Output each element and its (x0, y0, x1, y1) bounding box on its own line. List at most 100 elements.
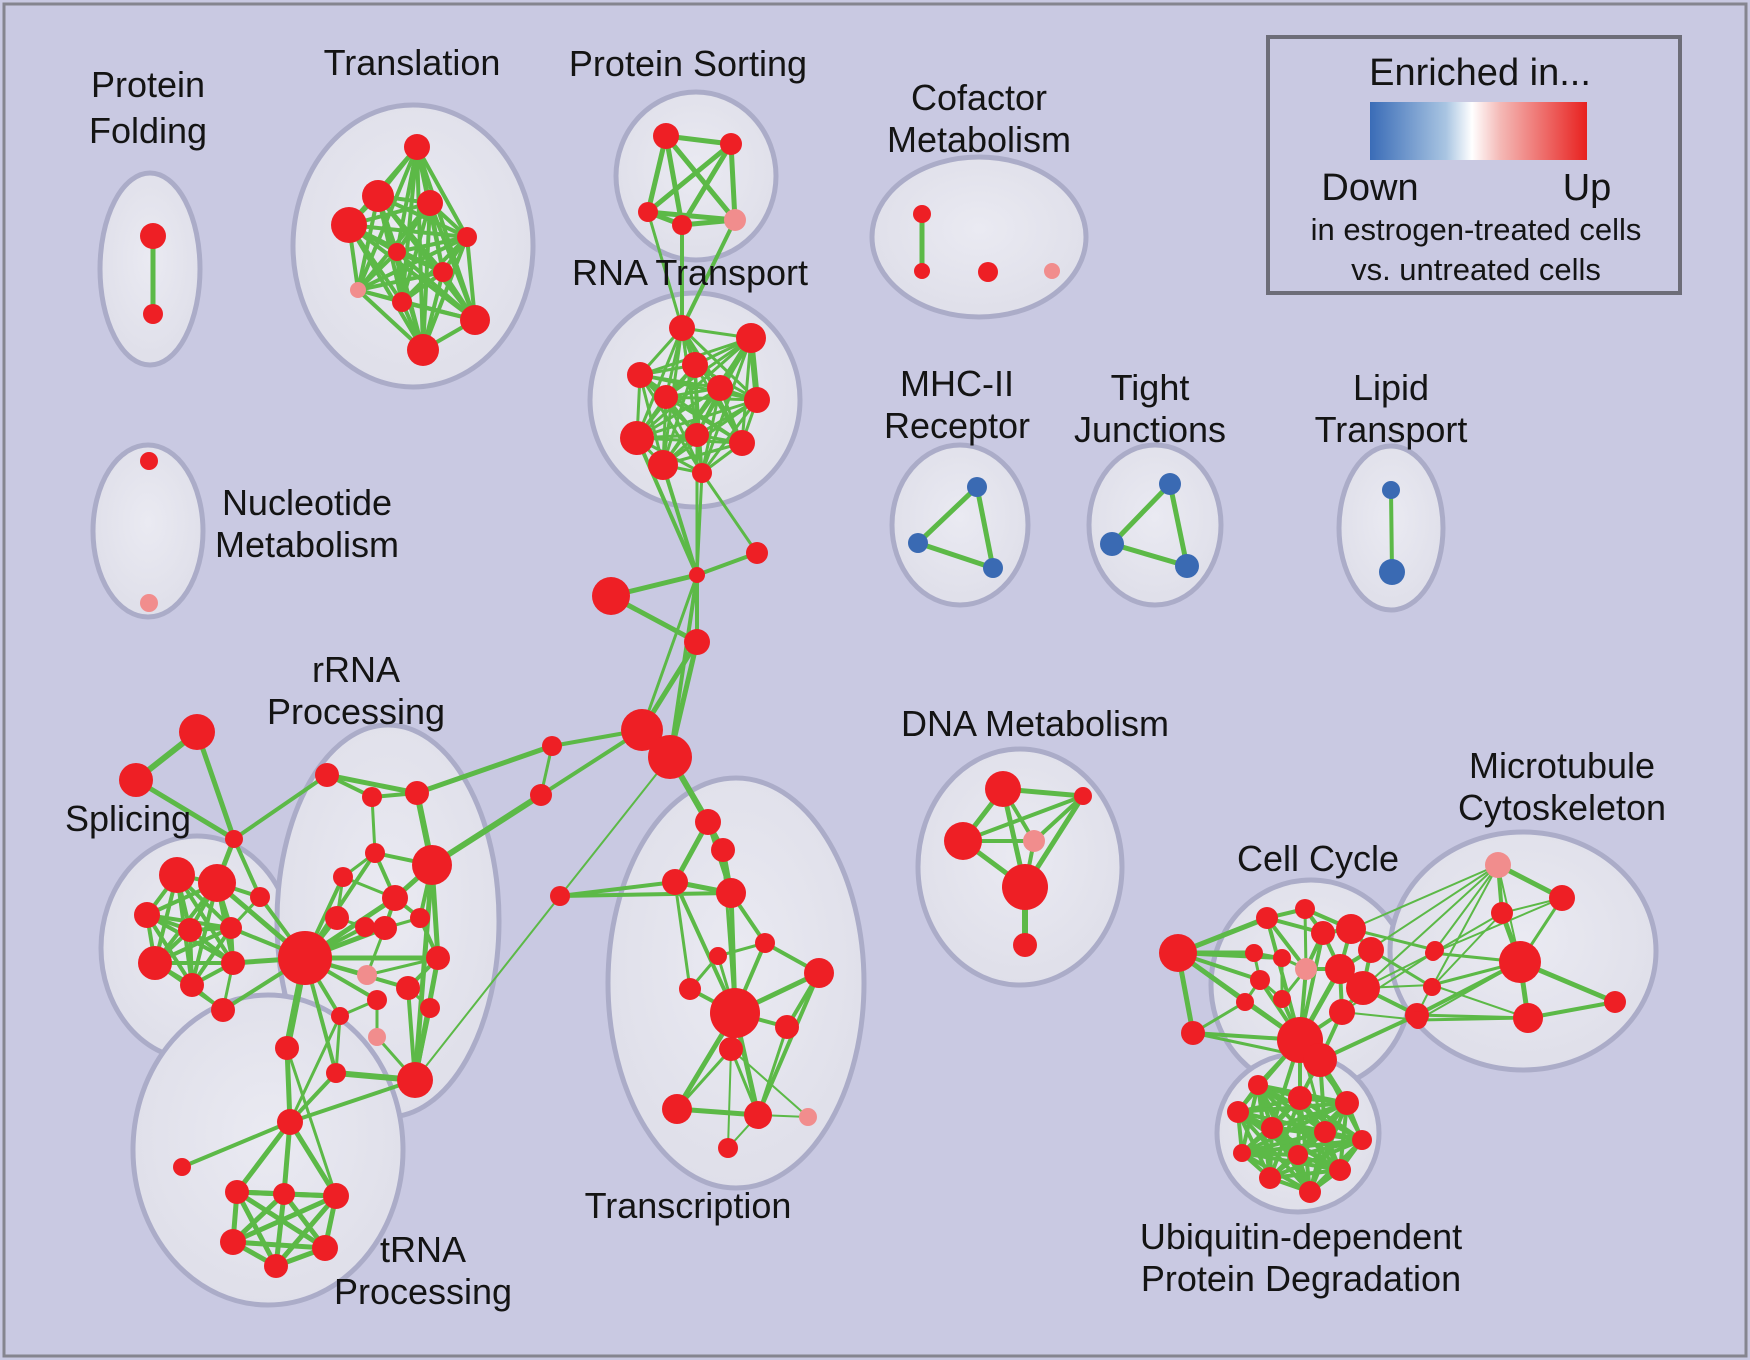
node-s3-up (178, 918, 202, 942)
node-m2-up (1491, 902, 1513, 924)
cluster-label-line: Folding (89, 110, 207, 151)
edge-ps2-ps4 (645, 209, 738, 223)
cluster-label-transcription: Transcription (585, 1185, 792, 1226)
cluster-label-line: Junctions (1074, 409, 1226, 450)
legend-caption-line: in estrogen-treated cells (1311, 212, 1642, 247)
node-ch1-up (746, 542, 768, 564)
edge-rt6-rt10 (661, 398, 759, 467)
node-x8-up (679, 978, 701, 1000)
cluster-ellipse-nucleotide-metabolism (90, 442, 206, 620)
node-d2-up (944, 822, 982, 860)
edge-rt10-ch0 (661, 463, 699, 577)
cluster-label-lipid-transport: Lipid Transport (1315, 367, 1468, 450)
node-mh2-down (983, 558, 1003, 578)
edge-tc3-tc4 (230, 1239, 328, 1251)
edge-t3-t4 (347, 223, 469, 239)
node-u8-up (1288, 1145, 1308, 1165)
node-t9-up (460, 305, 490, 335)
edge-rb1-tc0 (234, 1119, 293, 1195)
node-r2-up (405, 781, 429, 805)
node-x9-up (710, 988, 760, 1038)
node-rt7-up (620, 421, 654, 455)
node-x13-up (744, 1101, 772, 1129)
edge-lh1-r4 (429, 792, 544, 868)
node-x10-up (775, 1015, 799, 1039)
cluster-label-mhc-ii-receptor: MHC-II Receptor (884, 363, 1030, 446)
network-nodes (119, 123, 1626, 1278)
node-r8-up (355, 917, 375, 937)
edge-rt5-rt6 (664, 395, 759, 402)
cluster-label-dna-metabolism: DNA Metabolism (901, 703, 1169, 744)
node-c14-up (1329, 999, 1355, 1025)
node-r7-up (325, 906, 349, 930)
cluster-label-line: DNA Metabolism (901, 703, 1169, 744)
cluster-label-line: Metabolism (887, 119, 1071, 160)
node-m5-up (1425, 978, 1439, 992)
node-u1-up (1288, 1086, 1312, 1110)
node-c11-up (1236, 993, 1254, 1011)
edge-c4-m0 (1350, 864, 1499, 930)
node-tc2-up (323, 1183, 349, 1209)
node-mh1-down (908, 533, 928, 553)
cluster-label-line: Transcription (585, 1185, 792, 1226)
cluster-label-line: Splicing (65, 798, 191, 839)
cluster-label-line: Cofactor (911, 77, 1047, 118)
cluster-label-rna-transport: RNA Transport (572, 252, 808, 293)
cluster-label-tight-junctions: Tight Junctions (1074, 367, 1226, 450)
node-r3-up (365, 843, 385, 863)
cluster-label-cofactor-metabolism: Cofactor Metabolism (887, 77, 1071, 160)
node-c0-up (1159, 934, 1197, 972)
node-x4-up (550, 886, 570, 906)
node-nm1-up (140, 594, 158, 612)
legend-down-label: Down (1321, 167, 1418, 209)
node-nm0-up (140, 452, 158, 470)
edge-tc2-tc5 (273, 1193, 339, 1269)
edge-r18-rb1 (288, 1014, 342, 1124)
node-tc3-up (220, 1229, 246, 1255)
cluster-label-translation: Translation (324, 42, 501, 83)
node-x15-up (718, 1138, 738, 1158)
edge-c17-c18 (1318, 1013, 1419, 1062)
edge-mh1-mh2 (915, 540, 996, 571)
node-t3-up (331, 207, 367, 243)
node-c3-up (1311, 921, 1335, 945)
edge-c19-m0 (1431, 864, 1499, 988)
node-rt6-up (744, 387, 770, 413)
node-tc0-up (225, 1180, 249, 1204)
node-rt1-up (736, 323, 766, 353)
node-r6-up (382, 885, 408, 911)
node-rb2-up (173, 1158, 191, 1176)
edge-mh0-mh2 (974, 484, 996, 571)
node-s7-up (221, 951, 245, 975)
node-ps2-up (638, 202, 658, 222)
edge-u9-u10 (1268, 1168, 1342, 1180)
cluster-label-line: rRNA (312, 649, 400, 690)
edge-u3-u11 (1236, 1110, 1312, 1194)
edge-ps0-ps2 (645, 133, 669, 215)
node-m6-up (1409, 1011, 1427, 1029)
cluster-label-line: RNA Transport (572, 252, 808, 293)
node-r18-up (331, 1007, 349, 1025)
cluster-label-ubiquitin-degradation: Ubiquitin-dependent Protein Degradation (1140, 1216, 1462, 1299)
node-u11-up (1299, 1181, 1321, 1203)
node-t2-up (417, 190, 443, 216)
node-r20-up (397, 1062, 433, 1098)
node-u3-up (1227, 1101, 1249, 1123)
node-lt1-down (1379, 559, 1405, 585)
node-c9-up (1325, 954, 1355, 984)
cluster-label-line: Cell Cycle (1237, 838, 1399, 879)
edge-m5-m7 (1431, 984, 1529, 1019)
edge-tj0-tj2 (1167, 481, 1190, 569)
node-x6-up (709, 947, 727, 965)
node-st1-up (119, 763, 153, 797)
node-rt0-up (669, 315, 695, 341)
node-rb0-up (275, 1036, 299, 1060)
node-s0-up (159, 857, 195, 893)
edge-rb1-rb2 (180, 1120, 292, 1169)
node-tc1-up (273, 1183, 295, 1205)
edge-ps1-ps3 (679, 141, 734, 228)
edge-st1-st2 (133, 777, 237, 842)
node-tc4-up (312, 1235, 338, 1261)
node-m4-up (1425, 945, 1441, 961)
edge-x10-x13 (756, 1025, 789, 1117)
